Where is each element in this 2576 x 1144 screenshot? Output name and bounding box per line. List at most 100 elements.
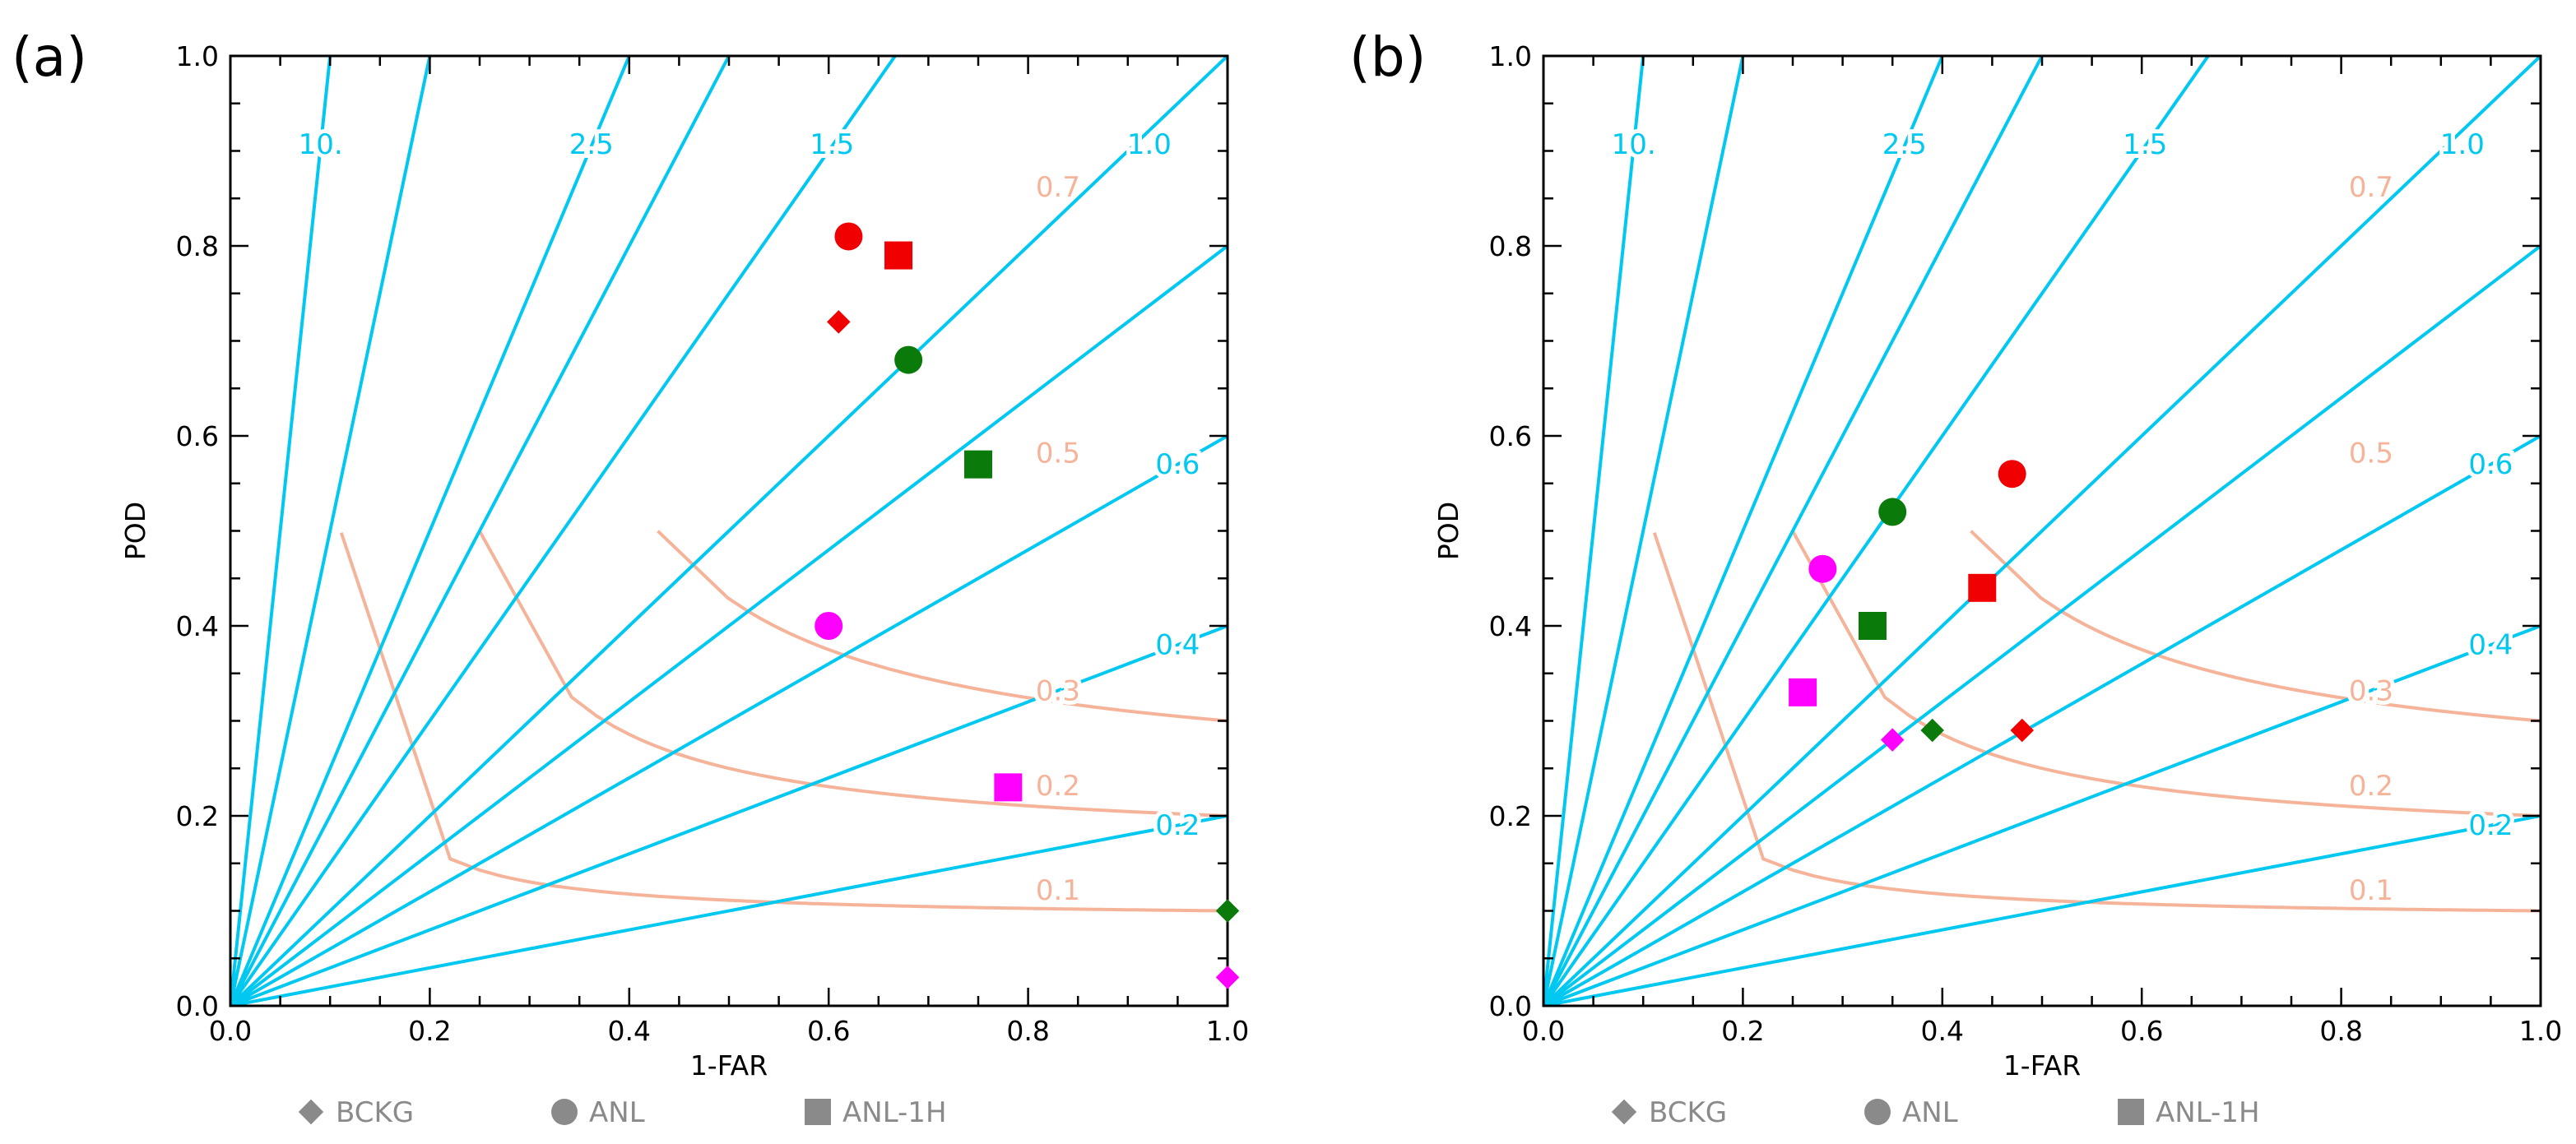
y-tick-label: 1.0: [176, 40, 219, 72]
bias-label: 10.: [1612, 128, 1656, 161]
y-tick-label: 0.8: [176, 230, 219, 262]
point-magenta-anl-1h: [1789, 678, 1817, 706]
csi-label: 0.2: [1036, 770, 1080, 803]
csi-curve: [657, 530, 1228, 723]
y-tick-label: 0.8: [1489, 230, 1532, 262]
x-tick-label: 0.0: [1522, 1015, 1565, 1047]
point-green-anl: [894, 345, 923, 374]
x-tick-label: 0.2: [408, 1015, 451, 1047]
legend-marker-bckg: [298, 1099, 324, 1125]
legend-label-anl-1h: ANL-1H: [842, 1096, 947, 1129]
x-tick-label: 0.8: [1006, 1015, 1049, 1047]
legend-marker-bckg: [1611, 1099, 1637, 1125]
panel-label: (a): [12, 25, 87, 89]
bias-label: 0.4: [1155, 629, 1200, 662]
bias-line: [1543, 56, 2044, 1006]
point-magenta-bckg: [1215, 966, 1240, 989]
bias-line: [230, 624, 1228, 1006]
y-tick-label: 0.6: [176, 420, 219, 452]
bias-label: 1.5: [810, 128, 854, 161]
bias-line: [1543, 56, 2210, 1006]
bias-label: 0.6: [2468, 448, 2513, 481]
csi-curve: [339, 532, 1228, 913]
csi-curves: [339, 340, 1228, 913]
point-red-anl: [1998, 460, 2026, 489]
csi-curve: [478, 530, 1228, 817]
x-tick-label: 1.0: [2519, 1015, 2562, 1047]
bias-label: 0.2: [2468, 809, 2513, 842]
bias-line: [230, 56, 332, 1006]
csi-curve: [2540, 340, 2541, 343]
legend-marker-anl-1h: [2118, 1099, 2144, 1125]
point-red-bckg: [2010, 718, 2035, 743]
x-tick-label: 0.4: [608, 1015, 651, 1047]
csi-curves: [1652, 340, 2541, 913]
legend-marker-anl: [551, 1099, 578, 1125]
panel-b: (b) 10. 2.5 1.5 1.0 0.6 0.4 0.2 0.1 0.2 0.3 0.5 0.7 0…: [1349, 25, 2562, 1129]
csi-label: 0.2: [2349, 770, 2393, 803]
bias-label: 1.0: [2440, 128, 2485, 161]
legend-label-anl-1h: ANL-1H: [2156, 1096, 2260, 1129]
point-red-bckg: [827, 310, 851, 334]
point-red-anl: [834, 222, 863, 251]
y-tick-label: 0.4: [1489, 610, 1532, 642]
data-points: [1789, 460, 2035, 752]
bias-line: [1543, 434, 2541, 1006]
bias-lines: [230, 56, 1228, 1006]
csi-label: 0.1: [1036, 874, 1080, 907]
csi-label: 0.3: [1036, 674, 1080, 707]
x-tick-label: 0.0: [209, 1015, 252, 1047]
bias-label: 0.2: [1155, 809, 1200, 842]
point-green-anl-1h: [1858, 612, 1887, 640]
csi-curve: [1970, 530, 2541, 723]
bias-line: [230, 814, 1228, 1006]
y-axis-label: POD: [119, 502, 151, 560]
bias-line: [1543, 244, 2541, 1006]
legend-label-bckg: BCKG: [1649, 1096, 1727, 1129]
bias-line: [230, 244, 1228, 1006]
legend-label-anl: ANL: [589, 1096, 645, 1129]
bias-line: [1543, 624, 2541, 1006]
bias-line: [230, 56, 897, 1006]
bias-label: 2.5: [1882, 128, 1927, 161]
csi-label: 0.3: [2349, 674, 2393, 707]
point-red-anl-1h: [884, 241, 913, 270]
point-green-anl: [1878, 498, 1907, 526]
x-tick-label: 0.6: [2120, 1015, 2163, 1047]
csi-label: 0.7: [1036, 171, 1080, 204]
data-points: [815, 222, 1240, 989]
y-tick-label: 0.6: [1489, 420, 1532, 452]
bias-label: 1.0: [1127, 128, 1172, 161]
point-red-anl-1h: [1968, 573, 1997, 602]
legend-marker-anl: [1864, 1099, 1891, 1125]
point-magenta-anl-1h: [994, 773, 1023, 802]
y-tick-label: 0.2: [1489, 800, 1532, 832]
bias-label: 10.: [299, 128, 343, 161]
x-tick-label: 1.0: [1206, 1015, 1249, 1047]
point-green-bckg: [1920, 718, 1944, 743]
y-tick-label: 1.0: [1489, 40, 1532, 72]
bias-label: 0.4: [2468, 629, 2513, 662]
x-tick-label: 0.2: [1721, 1015, 1764, 1047]
bias-line: [1543, 56, 2541, 1006]
legend-marker-anl-1h: [805, 1099, 831, 1125]
point-magenta-anl: [1808, 554, 1837, 583]
y-tick-label: 0.0: [176, 990, 219, 1022]
bias-line: [230, 56, 731, 1006]
bias-line: [1543, 814, 2541, 1006]
bias-line: [230, 56, 432, 1006]
y-tick-label: 0.4: [176, 610, 219, 642]
x-axis-label: 1-FAR: [690, 1049, 768, 1081]
bias-line: [1543, 56, 1944, 1006]
csi-label: 0.5: [2349, 438, 2393, 470]
bias-lines: [1543, 56, 2541, 1006]
x-axis-label: 1-FAR: [2003, 1049, 2081, 1081]
csi-label: 0.1: [2349, 874, 2393, 907]
csi-label: 0.7: [2349, 171, 2393, 204]
point-magenta-anl: [815, 612, 843, 640]
bias-label: 2.5: [569, 128, 614, 161]
legend-label-bckg: BCKG: [336, 1096, 414, 1129]
csi-label: 0.5: [1036, 438, 1080, 470]
x-tick-label: 0.8: [2319, 1015, 2362, 1047]
